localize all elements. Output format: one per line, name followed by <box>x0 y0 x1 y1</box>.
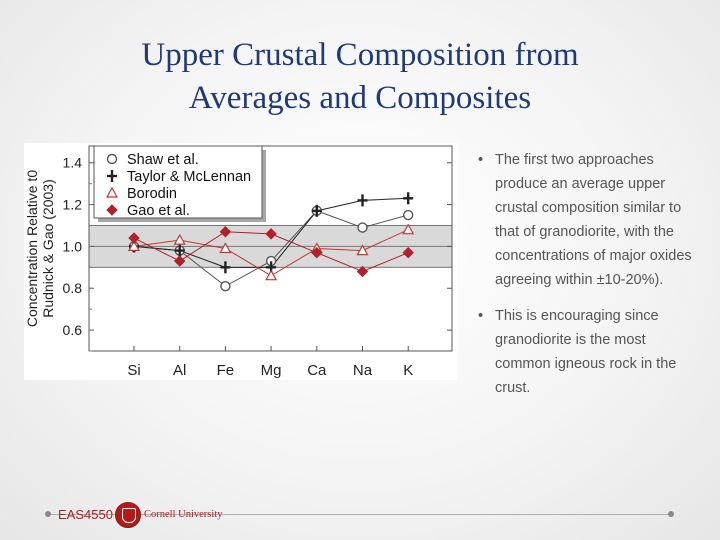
slide-title: Upper Crustal Composition from Averages … <box>60 34 660 120</box>
data-point <box>127 240 141 252</box>
university-name: Cornell University <box>144 509 223 520</box>
x-tick-label: Fe <box>217 362 235 379</box>
x-tick-label: Ca <box>307 362 327 379</box>
title-line-2: Averages and Composites <box>188 80 532 116</box>
y-tick-label: 1.4 <box>63 155 83 171</box>
y-tick-label: 0.6 <box>63 322 83 338</box>
y-axis-label: Rudnick & Gao (2003) <box>40 179 56 318</box>
x-tick-label: Si <box>127 362 140 379</box>
bullet-list: • The first two approaches produce an av… <box>474 148 704 412</box>
data-point <box>219 226 232 238</box>
bullet-marker: • <box>478 152 484 168</box>
data-point <box>356 265 369 278</box>
y-tick-label: 1.0 <box>63 238 83 254</box>
cornell-seal-logo <box>115 502 141 528</box>
legend-label: Borodin <box>127 186 177 202</box>
legend-box <box>93 145 263 219</box>
data-point <box>128 232 140 244</box>
data-point <box>174 244 185 257</box>
footer-divider <box>48 514 674 515</box>
data-point <box>402 223 415 235</box>
x-tick-label: Al <box>173 362 186 379</box>
legend-label: Taylor & McLennan <box>127 169 251 185</box>
plot-frame <box>88 145 453 352</box>
bullet-item: • This is encouraging since granodiorite… <box>474 304 704 400</box>
data-point <box>220 280 231 292</box>
y-tick-label: 0.8 <box>63 280 83 296</box>
legend-label: Shaw et al. <box>127 152 199 168</box>
x-tick-label: Na <box>353 362 373 379</box>
data-point <box>403 192 414 205</box>
bullet-text: The first two approaches produce an aver… <box>495 152 692 288</box>
legend-marker <box>106 153 118 165</box>
data-point <box>311 204 322 217</box>
data-point <box>220 261 231 274</box>
bullet-marker: • <box>478 308 484 324</box>
title-line-1: Upper Crustal Composition from <box>141 37 579 73</box>
data-point <box>265 228 277 240</box>
y-tick-label: 1.2 <box>63 197 83 213</box>
legend-marker <box>107 170 117 182</box>
data-point <box>357 222 368 233</box>
legend-label: Gao et al. <box>127 203 190 219</box>
y-axis-label: Concentration Relative t0 <box>24 170 40 327</box>
composition-chart: 1.4 1.2 1.0 0.8 0.6 Si Al Fe Mg Ca Na K Concentratio… <box>24 145 453 379</box>
data-point <box>265 269 278 281</box>
bullet-text: This is encouraging since granodiorite i… <box>495 308 677 396</box>
data-point <box>403 209 414 221</box>
footer-dot-left <box>45 511 51 517</box>
data-point <box>356 244 369 256</box>
x-tick-label: Mg <box>261 362 282 379</box>
course-code: EAS4550 <box>58 507 113 522</box>
data-point <box>402 246 414 259</box>
footer-dot-right <box>668 511 674 517</box>
chart-panel: 1.4 1.2 1.0 0.8 0.6 Si Al Fe Mg Ca Na K Concentratio… <box>24 143 458 380</box>
legend-marker <box>106 204 118 216</box>
data-point <box>311 246 323 259</box>
x-tick-label: K <box>403 362 413 379</box>
data-point <box>357 194 368 207</box>
legend-marker <box>105 186 119 198</box>
data-point <box>173 255 186 267</box>
data-point <box>219 242 232 254</box>
data-point <box>173 233 186 245</box>
bullet-item: • The first two approaches produce an av… <box>474 148 704 292</box>
